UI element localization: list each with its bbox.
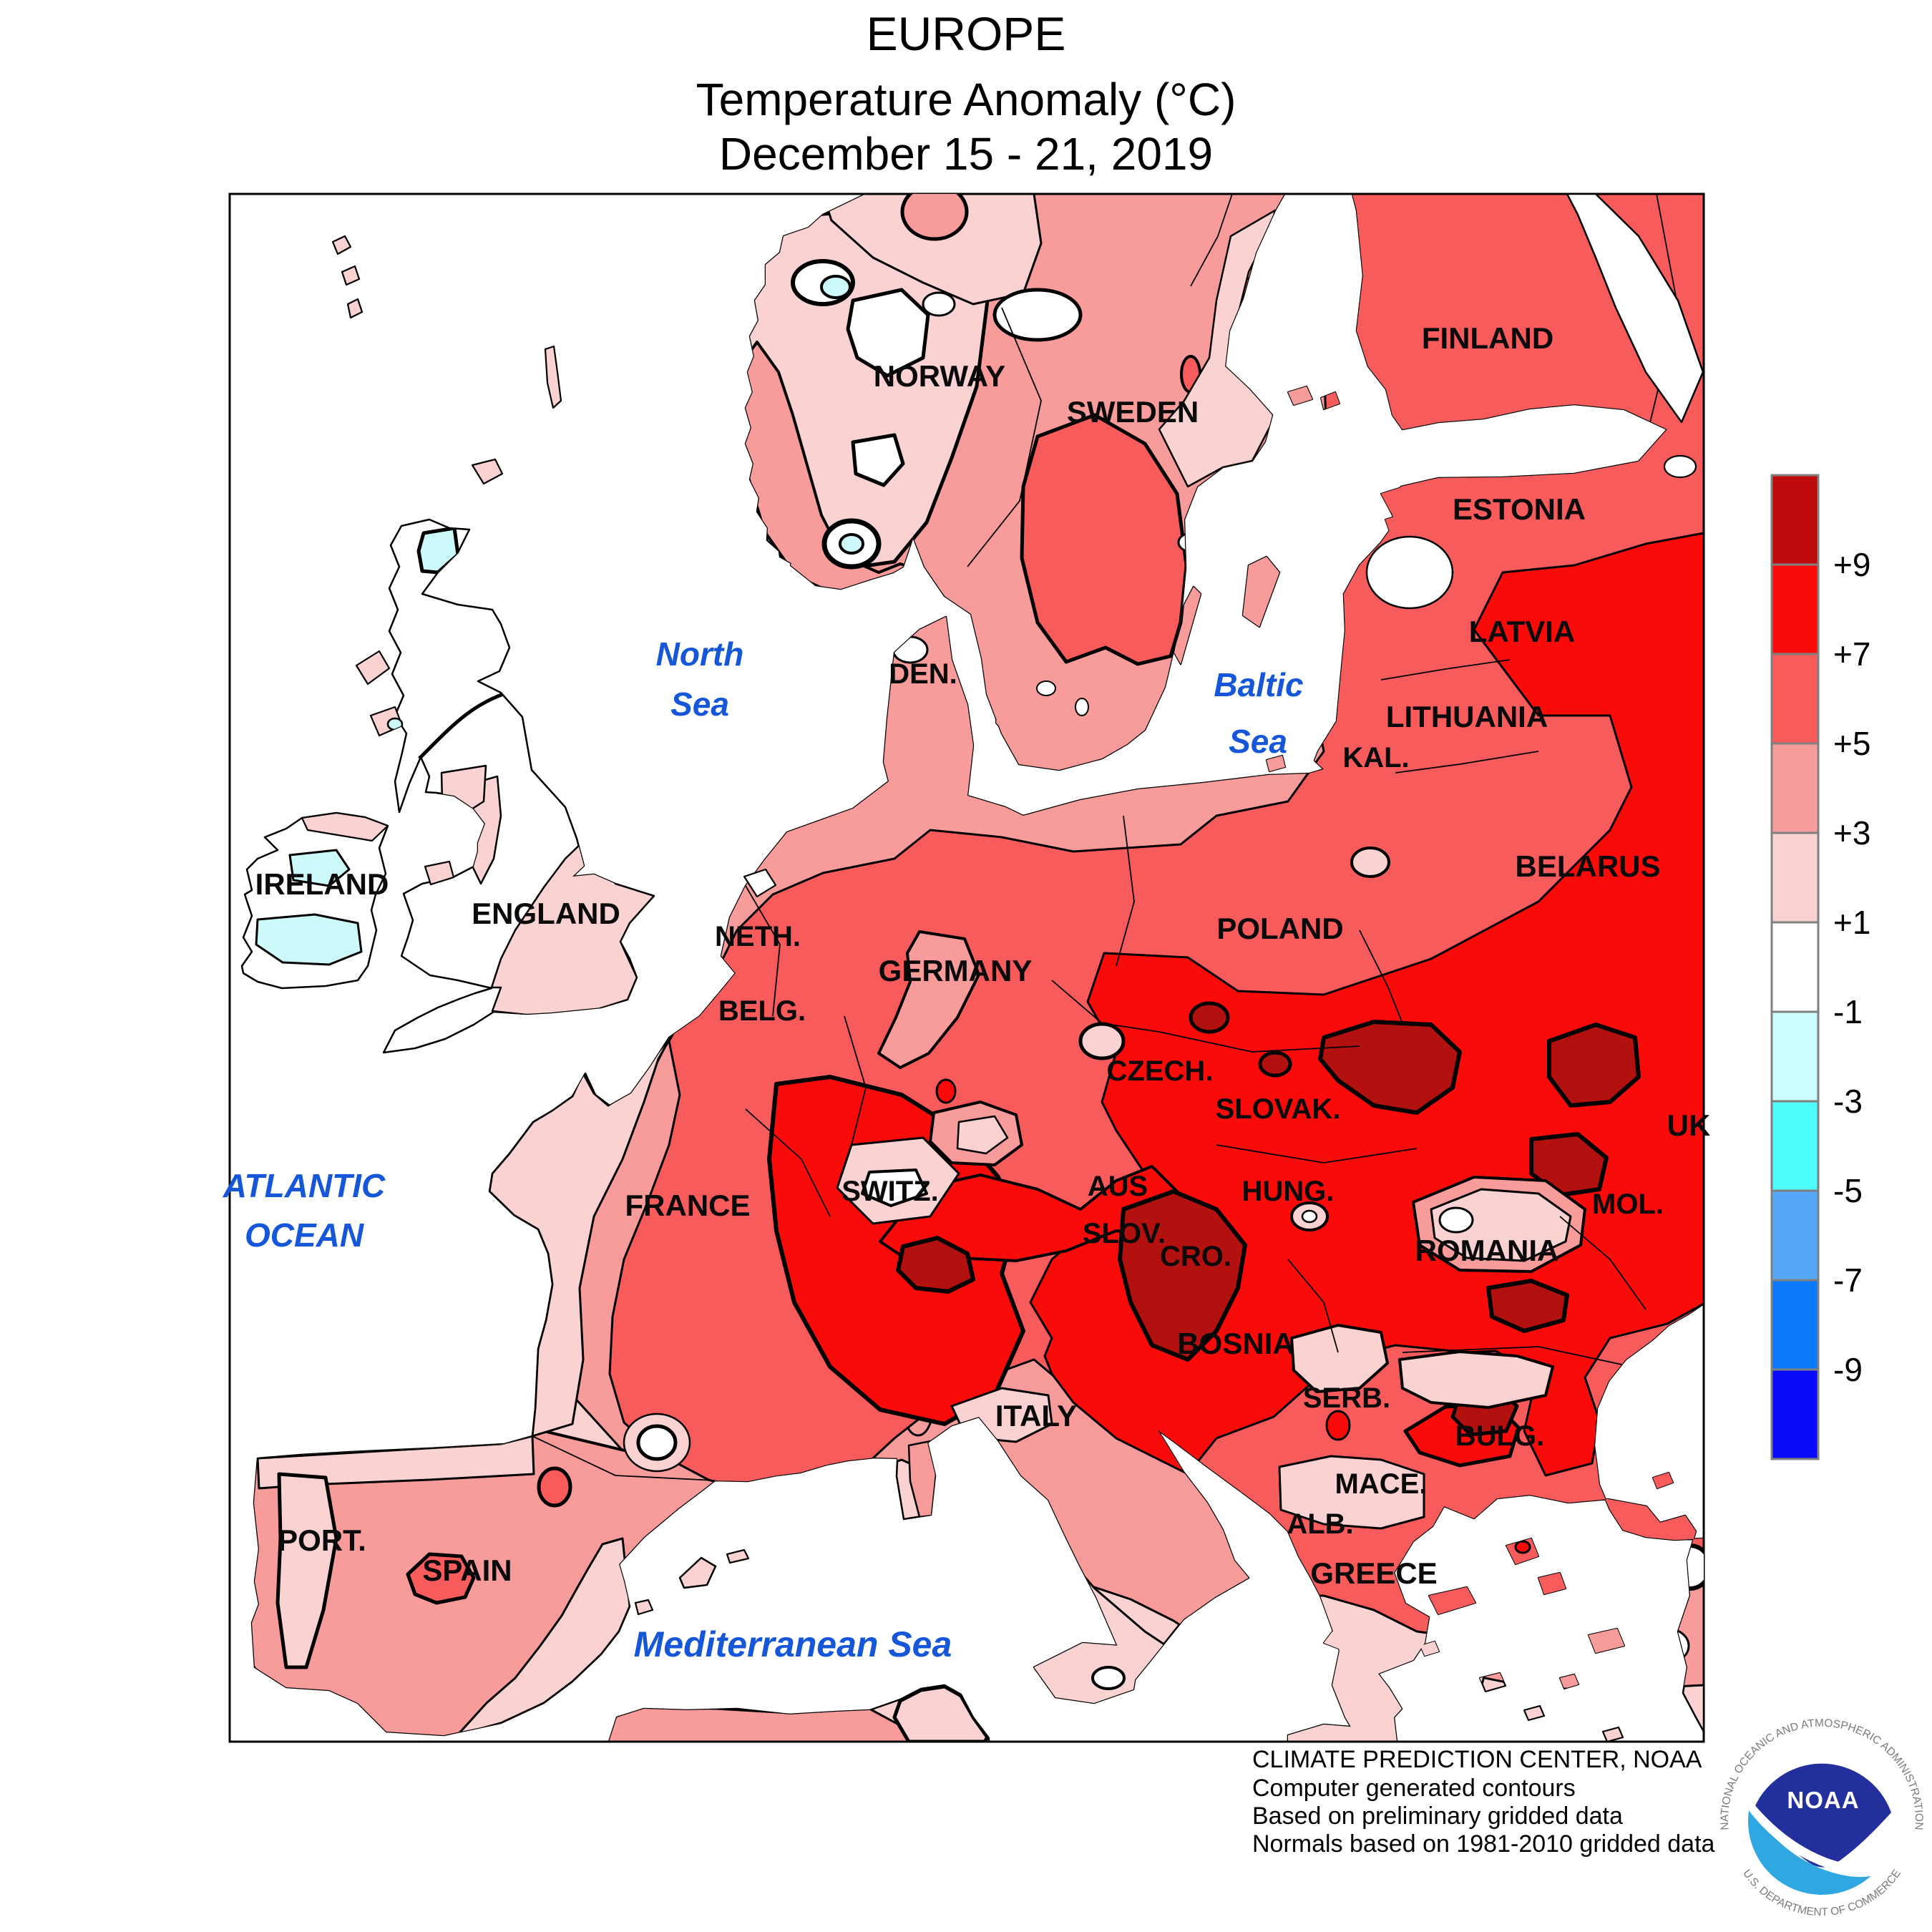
svg-text:POLAND: POLAND: [1216, 912, 1343, 945]
svg-text:SPAIN: SPAIN: [422, 1553, 512, 1587]
svg-text:BELARUS: BELARUS: [1515, 849, 1660, 883]
svg-text:ALB.: ALB.: [1287, 1508, 1353, 1540]
svg-text:FRANCE: FRANCE: [625, 1189, 751, 1222]
svg-text:SWITZ.: SWITZ.: [841, 1176, 939, 1207]
svg-text:Baltic: Baltic: [1214, 666, 1303, 703]
svg-text:ESTONIA: ESTONIA: [1453, 492, 1586, 526]
svg-text:NOAA: NOAA: [1787, 1787, 1859, 1813]
svg-text:-7: -7: [1833, 1262, 1863, 1299]
svg-text:BOSNIA: BOSNIA: [1177, 1327, 1294, 1360]
svg-text:CRO.: CRO.: [1160, 1241, 1231, 1272]
svg-text:CLIMATE PREDICTION CENTER, NOA: CLIMATE PREDICTION CENTER, NOAA: [1252, 1746, 1702, 1773]
svg-text:AUS: AUS: [1088, 1171, 1148, 1202]
svg-text:SLOVAK.: SLOVAK.: [1216, 1093, 1341, 1125]
svg-text:IRELAND: IRELAND: [255, 867, 389, 901]
svg-text:Sea: Sea: [670, 686, 729, 723]
svg-text:-9: -9: [1833, 1351, 1863, 1388]
svg-text:Mediterranean Sea: Mediterranean Sea: [634, 1624, 952, 1664]
svg-text:MACE.: MACE.: [1335, 1468, 1428, 1500]
svg-text:HUNG.: HUNG.: [1242, 1176, 1335, 1207]
svg-text:FINLAND: FINLAND: [1422, 321, 1553, 355]
svg-text:MOL.: MOL.: [1592, 1189, 1664, 1220]
svg-text:KAL.: KAL.: [1342, 742, 1409, 774]
svg-text:LITHUANIA: LITHUANIA: [1386, 700, 1548, 733]
svg-text:GREECE: GREECE: [1310, 1556, 1437, 1590]
svg-text:+7: +7: [1833, 635, 1870, 673]
svg-text:NORWAY: NORWAY: [874, 359, 1005, 393]
svg-text:North: North: [656, 635, 744, 673]
svg-text:ITALY: ITALY: [995, 1399, 1077, 1433]
svg-text:SLOV.: SLOV.: [1083, 1218, 1166, 1249]
svg-text:BELG.: BELG.: [718, 995, 806, 1027]
svg-text:GERMANY: GERMANY: [879, 954, 1033, 987]
svg-text:ROMANIA: ROMANIA: [1415, 1234, 1559, 1267]
svg-text:DEN.: DEN.: [889, 658, 957, 690]
svg-text:Sea: Sea: [1229, 723, 1287, 760]
svg-text:Computer generated contours: Computer generated contours: [1252, 1775, 1576, 1802]
svg-text:+3: +3: [1833, 814, 1870, 852]
svg-text:-1: -1: [1833, 993, 1863, 1030]
svg-text:ENGLAND: ENGLAND: [472, 897, 620, 930]
svg-text:LATVIA: LATVIA: [1469, 615, 1576, 648]
svg-text:Normals based on 1981-2010 gri: Normals based on 1981-2010 gridded data: [1252, 1830, 1715, 1858]
svg-text:+9: +9: [1833, 546, 1870, 583]
svg-text:EUROPE: EUROPE: [867, 7, 1066, 60]
svg-text:December 15 - 21, 2019: December 15 - 21, 2019: [719, 128, 1213, 180]
svg-text:CZECH.: CZECH.: [1107, 1055, 1214, 1087]
svg-text:Based on preliminary gridded d: Based on preliminary gridded data: [1252, 1802, 1623, 1830]
svg-text:PORT.: PORT.: [278, 1523, 366, 1557]
svg-text:-3: -3: [1833, 1083, 1863, 1120]
svg-text:OCEAN: OCEAN: [245, 1216, 364, 1254]
svg-text:BULG.: BULG.: [1455, 1420, 1544, 1452]
svg-text:Temperature Anomaly (°C): Temperature Anomaly (°C): [696, 74, 1236, 125]
svg-text:SWEDEN: SWEDEN: [1067, 395, 1199, 429]
svg-text:+5: +5: [1833, 725, 1870, 762]
svg-text:UK: UK: [1667, 1108, 1711, 1142]
svg-text:+1: +1: [1833, 904, 1870, 941]
svg-text:ATLANTIC: ATLANTIC: [223, 1167, 386, 1204]
svg-text:NETH.: NETH.: [715, 921, 801, 952]
svg-text:SERB.: SERB.: [1303, 1382, 1390, 1414]
svg-text:-5: -5: [1833, 1172, 1863, 1209]
